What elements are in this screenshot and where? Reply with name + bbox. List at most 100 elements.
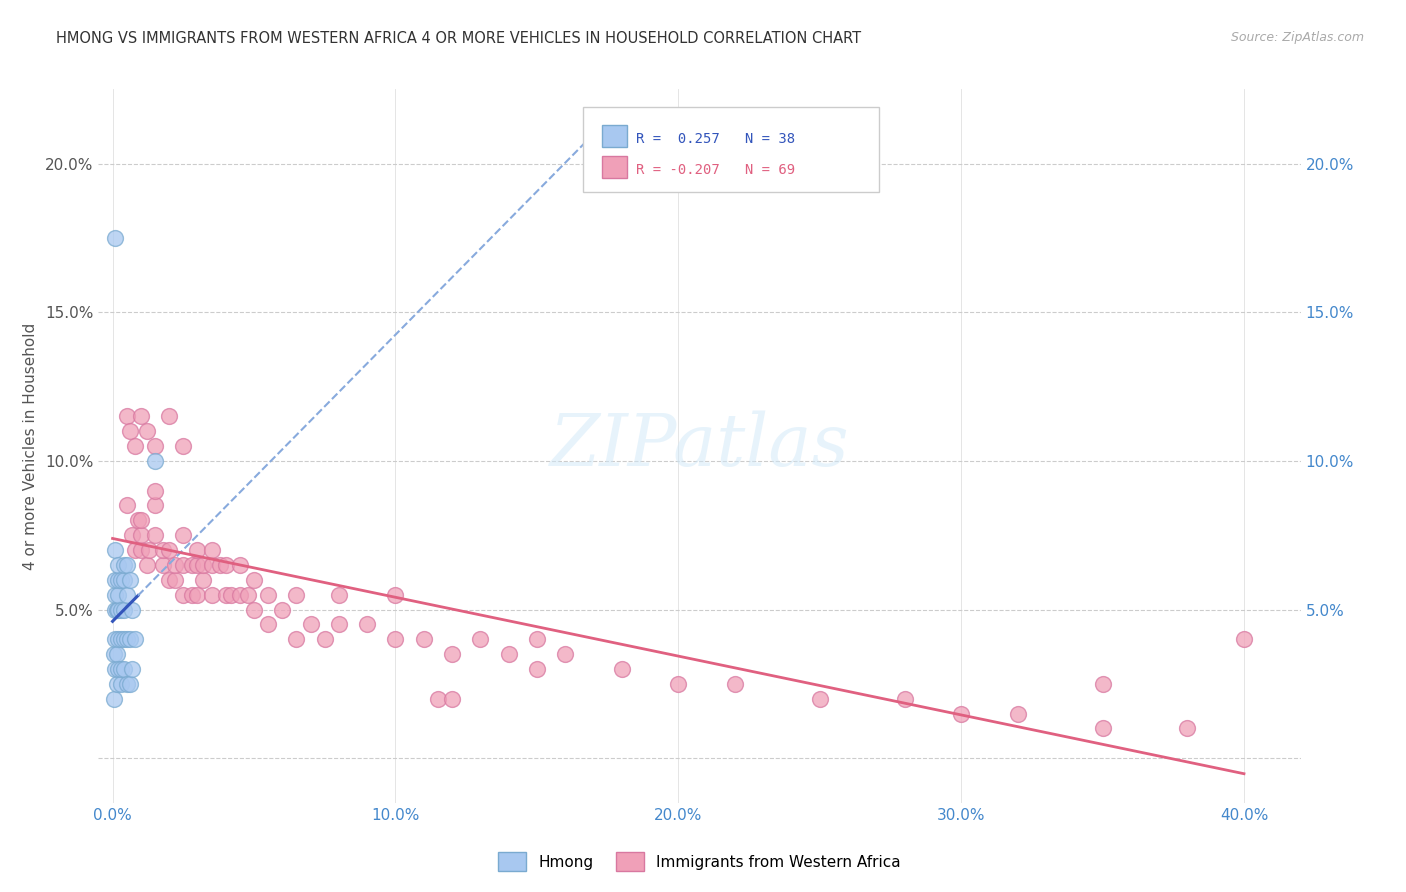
Point [384, 632, 406, 647]
Point [104, 573, 127, 587]
Point [135, 558, 157, 572]
Point [110, 632, 132, 647]
Point [110, 573, 132, 587]
Point [124, 632, 146, 647]
Point [470, 632, 492, 647]
Point [143, 439, 166, 453]
Point [129, 528, 152, 542]
Point [285, 632, 308, 647]
Point [105, 602, 128, 616]
Point [163, 558, 186, 572]
Point [115, 677, 138, 691]
Point [104, 662, 127, 676]
Point [121, 662, 143, 676]
Text: HMONG VS IMMIGRANTS FROM WESTERN AFRICA 4 OR MORE VEHICLES IN HOUSEHOLD CORRELAT: HMONG VS IMMIGRANTS FROM WESTERN AFRICA … [56, 31, 862, 46]
Point [299, 617, 322, 632]
Point [215, 588, 238, 602]
Point [107, 588, 129, 602]
Point [554, 647, 576, 661]
Point [129, 409, 152, 424]
Point [107, 558, 129, 572]
Point [498, 647, 520, 661]
Point [328, 588, 350, 602]
Point [229, 558, 252, 572]
Point [143, 499, 166, 513]
Point [186, 588, 208, 602]
Point [1007, 706, 1029, 721]
Point [724, 677, 747, 691]
Point [180, 588, 202, 602]
Point [243, 602, 266, 616]
Point [124, 439, 146, 453]
Point [112, 573, 135, 587]
Point [893, 691, 915, 706]
Point [110, 602, 132, 616]
Point [121, 528, 143, 542]
Point [107, 602, 129, 616]
Point [215, 558, 238, 572]
Point [229, 588, 252, 602]
Point [426, 691, 449, 706]
Point [105, 677, 128, 691]
Point [200, 588, 222, 602]
Point [107, 632, 129, 647]
Point [157, 543, 180, 558]
Point [384, 588, 406, 602]
Point [112, 558, 135, 572]
Point [180, 558, 202, 572]
Point [112, 602, 135, 616]
Point [104, 543, 127, 558]
Point [121, 602, 143, 616]
Point [118, 424, 141, 438]
Point [285, 588, 308, 602]
Point [356, 617, 378, 632]
Point [138, 543, 160, 558]
Point [808, 691, 831, 706]
Point [526, 632, 548, 647]
Point [110, 677, 132, 691]
Y-axis label: 4 or more Vehicles in Household: 4 or more Vehicles in Household [24, 322, 38, 570]
Point [104, 632, 127, 647]
Point [115, 588, 138, 602]
Point [157, 409, 180, 424]
Point [112, 662, 135, 676]
Point [104, 588, 127, 602]
Point [526, 662, 548, 676]
Point [191, 573, 214, 587]
Point [172, 439, 194, 453]
Point [328, 617, 350, 632]
Point [163, 573, 186, 587]
Point [107, 573, 129, 587]
Point [257, 588, 280, 602]
Point [186, 558, 208, 572]
Point [105, 647, 128, 661]
Point [115, 632, 138, 647]
Point [129, 543, 152, 558]
Point [1233, 632, 1256, 647]
Point [152, 558, 174, 572]
Point [610, 662, 633, 676]
Point [107, 662, 129, 676]
Point [238, 588, 260, 602]
Point [143, 454, 166, 468]
Point [152, 543, 174, 558]
Point [115, 499, 138, 513]
Point [135, 424, 157, 438]
Point [314, 632, 336, 647]
Point [118, 677, 141, 691]
Legend: Hmong, Immigrants from Western Africa: Hmong, Immigrants from Western Africa [492, 847, 907, 877]
Point [191, 558, 214, 572]
Point [243, 573, 266, 587]
Point [1091, 677, 1114, 691]
Point [104, 231, 127, 245]
Text: Source: ZipAtlas.com: Source: ZipAtlas.com [1230, 31, 1364, 45]
Point [221, 588, 243, 602]
Text: R =  0.257   N = 38: R = 0.257 N = 38 [636, 132, 794, 146]
Point [157, 573, 180, 587]
Point [271, 602, 294, 616]
Point [1177, 722, 1199, 736]
Point [127, 513, 149, 527]
Text: ZIPatlas: ZIPatlas [550, 410, 849, 482]
Text: R = -0.207   N = 69: R = -0.207 N = 69 [636, 163, 794, 178]
Point [115, 558, 138, 572]
